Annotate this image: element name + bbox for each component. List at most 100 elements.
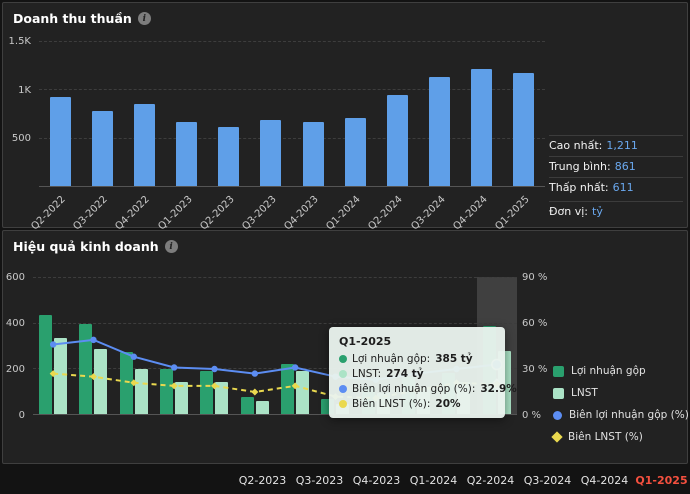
gridline: [39, 41, 545, 42]
efficiency-bar[interactable]: [94, 348, 108, 414]
efficiency-left-axis: 600 400 200 0: [3, 272, 29, 421]
efficiency-panel: Hiệu quả kinh doanh i 600 400 200 0 90 % 60 …: [2, 230, 689, 464]
revenue-bar[interactable]: [133, 104, 155, 186]
revenue-panel: Doanh thu thuần i 1.5K 1K 500 Q2-2022 Q3-20…: [2, 2, 688, 232]
period-tabs: Q2-2023 Q3-2023 Q4-2023 Q1-2024 Q2-2024 Q3-20…: [0, 466, 690, 494]
info-icon[interactable]: i: [164, 240, 178, 253]
stat-value: 861: [614, 160, 636, 173]
efficiency-bar[interactable]: [119, 352, 133, 414]
bar-group: [33, 277, 73, 414]
tab-q3-2024[interactable]: Q3-2024: [523, 473, 572, 487]
legend-item[interactable]: Lợi nhuận gộp: [553, 365, 689, 377]
y-axis-label: 500: [11, 133, 31, 145]
stat-label: Đơn vị:: [549, 205, 588, 218]
stat-row: Thấp nhất: 611: [549, 177, 683, 198]
efficiency-bar[interactable]: [255, 401, 269, 414]
diamond-marker-icon: [551, 431, 563, 443]
stat-label: Trung bình:: [549, 160, 611, 173]
revenue-bar[interactable]: [302, 121, 324, 186]
tooltip-label: LNST:: [352, 368, 382, 380]
tab-q3-2023[interactable]: Q3-2023: [295, 473, 344, 487]
legend-label: Lợi nhuận gộp: [571, 365, 646, 377]
tooltip-value: 20%: [435, 398, 461, 410]
efficiency-bar[interactable]: [175, 382, 189, 414]
tab-q4-2024[interactable]: Q4-2024: [580, 473, 629, 487]
info-icon[interactable]: i: [137, 12, 151, 25]
stat-row: Cao nhất: 1,211: [549, 135, 683, 156]
stat-label: Thấp nhất:: [549, 181, 609, 194]
revenue-plot: [39, 41, 545, 187]
y-axis-label: 60 %: [522, 317, 548, 329]
tab-q1-2024[interactable]: Q1-2024: [409, 473, 458, 487]
revenue-panel-title: Doanh thu thuần i: [13, 11, 151, 26]
revenue-bar[interactable]: [428, 77, 450, 186]
chart-legend: Lợi nhuận gộp LNST Biên lợi nhuận gộp (%) B…: [551, 365, 689, 443]
tooltip-label: Biên LNST (%):: [352, 398, 431, 410]
efficiency-bar[interactable]: [240, 396, 254, 414]
revenue-bar[interactable]: [513, 73, 535, 186]
revenue-bar[interactable]: [176, 122, 198, 186]
revenue-stats: Cao nhất: 1,211 Trung bình: 861 Thấp nhất: 61…: [549, 135, 683, 222]
y-axis-label: 200: [5, 363, 25, 375]
square-marker-icon: [553, 365, 564, 377]
tooltip-label: Lợi nhuận gộp:: [352, 353, 431, 365]
efficiency-plot: Q1-2025 Lợi nhuận gộp: 385 tỷ LNST: 274 t…: [33, 277, 517, 418]
legend-item[interactable]: Biên LNST (%): [551, 431, 689, 443]
tooltip-value: 32.9%: [480, 383, 517, 395]
y-axis-label: 30 %: [522, 363, 548, 375]
tab-q4-2023[interactable]: Q4-2023: [352, 473, 401, 487]
revenue-bar[interactable]: [49, 96, 71, 186]
y-axis-label: 1K: [18, 84, 31, 96]
efficiency-bar[interactable]: [79, 323, 93, 414]
stat-row: Đơn vị: tỷ: [549, 201, 683, 222]
revenue-bar[interactable]: [218, 126, 240, 186]
legend-item[interactable]: LNST: [553, 387, 689, 399]
gridline: [39, 137, 545, 139]
chart-tooltip: Q1-2025 Lợi nhuận gộp: 385 tỷ LNST: 274 t…: [329, 327, 517, 418]
bar-group: [275, 277, 315, 414]
legend-label: LNST: [571, 387, 598, 399]
efficiency-bar[interactable]: [281, 363, 295, 414]
tooltip-value: 385 tỷ: [435, 353, 473, 365]
bar-group: [73, 277, 113, 414]
revenue-y-axis: 1.5K 1K 500: [3, 36, 35, 187]
efficiency-bar[interactable]: [134, 369, 148, 414]
tooltip-row: Lợi nhuận gộp: 385 tỷ: [339, 353, 495, 365]
y-axis-label: 90 %: [522, 272, 548, 283]
tooltip-label: Biên lợi nhuận gộp (%):: [352, 383, 476, 395]
revenue-bar[interactable]: [91, 111, 113, 186]
gridline: [33, 322, 517, 324]
revenue-bar[interactable]: [344, 118, 366, 186]
tooltip-row: Biên LNST (%): 20%: [339, 398, 495, 410]
stat-value: 611: [612, 181, 634, 194]
revenue-bar[interactable]: [471, 68, 493, 186]
efficiency-bar[interactable]: [296, 370, 310, 414]
legend-item[interactable]: Biên lợi nhuận gộp (%): [553, 409, 689, 421]
tab-q2-2024[interactable]: Q2-2024: [466, 473, 515, 487]
stat-value: 1,211: [606, 139, 638, 152]
efficiency-title-text: Hiệu quả kinh doanh: [13, 239, 159, 254]
stat-row: Trung bình: 861: [549, 156, 683, 177]
efficiency-bar[interactable]: [160, 369, 174, 414]
efficiency-bar[interactable]: [39, 314, 53, 414]
efficiency-bar[interactable]: [200, 370, 214, 414]
efficiency-right-axis: 90 % 60 % 30 % 0 %: [522, 272, 562, 421]
square-marker-icon: [553, 387, 564, 399]
efficiency-bar[interactable]: [54, 337, 68, 414]
bar-group: [235, 277, 275, 414]
efficiency-bar[interactable]: [215, 382, 229, 414]
y-axis-label: 1.5K: [8, 36, 31, 47]
tooltip-row: Biên lợi nhuận gộp (%): 32.9%: [339, 383, 517, 395]
stat-label: Cao nhất:: [549, 139, 603, 152]
efficiency-panel-title: Hiệu quả kinh doanh i: [13, 239, 178, 254]
revenue-bar[interactable]: [386, 94, 408, 186]
stat-value: tỷ: [592, 205, 603, 218]
tooltip-title: Q1-2025: [339, 335, 392, 348]
tab-q2-2023[interactable]: Q2-2023: [238, 473, 287, 487]
gridline: [39, 89, 545, 91]
tab-q1-2025[interactable]: Q1-2025: [635, 473, 688, 487]
y-axis-label: 400: [5, 317, 25, 329]
tooltip-row: LNST: 274 tỷ: [339, 368, 495, 380]
revenue-bar[interactable]: [260, 120, 282, 186]
